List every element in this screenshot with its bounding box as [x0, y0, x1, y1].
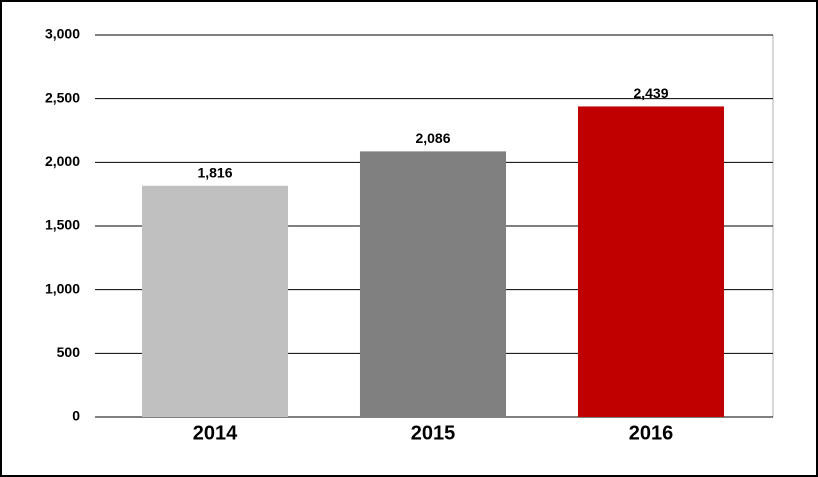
value-label: 2,086 [415, 130, 450, 146]
y-tick-label: 2,500 [45, 89, 80, 105]
y-tick-label: 1,500 [45, 217, 80, 233]
value-label: 2,439 [633, 85, 668, 101]
bar [359, 151, 507, 417]
x-tick-label: 2014 [193, 422, 238, 444]
bar [141, 185, 289, 417]
y-tick-label: 500 [57, 344, 81, 360]
y-tick-label: 0 [72, 408, 80, 424]
x-tick-label: 2015 [411, 422, 456, 444]
bar [577, 106, 725, 418]
value-label: 1,816 [197, 164, 232, 180]
y-tick-label: 1,000 [45, 280, 80, 296]
y-tick-label: 3,000 [45, 26, 80, 42]
x-tick-label: 2016 [629, 422, 674, 444]
y-tick-label: 2,000 [45, 153, 80, 169]
